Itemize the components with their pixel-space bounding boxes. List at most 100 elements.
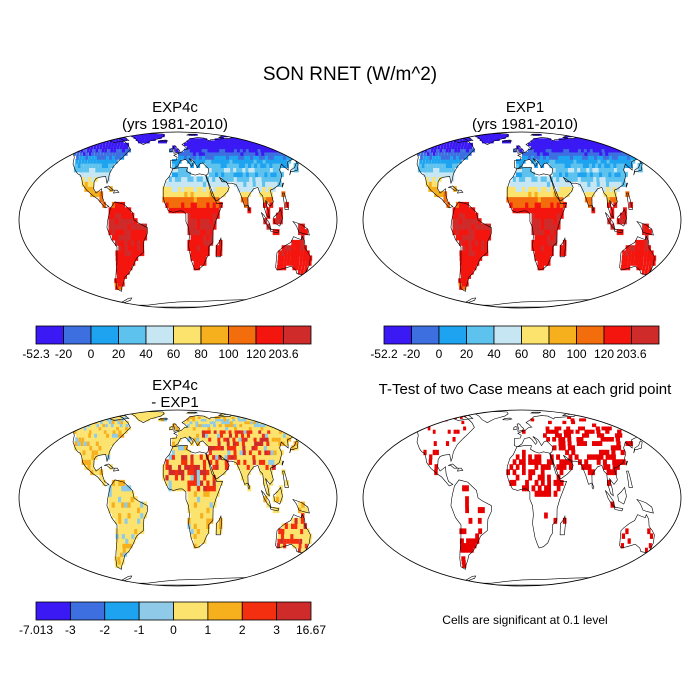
grid-cell: [206, 512, 211, 519]
grid-cell: [430, 140, 434, 144]
grid-cell: [213, 148, 218, 153]
grid-cell: [184, 479, 189, 486]
grid-cell: [643, 260, 647, 266]
grid-cell: [254, 445, 259, 451]
grid-cell: [210, 429, 215, 434]
grid-cell: [100, 142, 103, 147]
grid-cell: [181, 171, 185, 178]
grid-cell: [544, 234, 548, 241]
grid-cell: [253, 155, 258, 160]
grid-cell: [108, 507, 113, 514]
grid-cell: [424, 136, 427, 139]
grid-cell: [286, 140, 292, 144]
grid-cell: [289, 414, 295, 417]
grid-cell: [449, 142, 453, 147]
grid-cell: [262, 423, 267, 428]
grid-cell: [303, 140, 309, 144]
grid-cell: [292, 418, 297, 422]
grid-cell: [181, 445, 185, 451]
grid-cell: [552, 159, 557, 164]
grid-cell: [253, 412, 259, 414]
grid-cell: [97, 142, 100, 147]
grid-cell: [209, 239, 214, 246]
grid-cell: [588, 159, 593, 164]
grid-cell: [302, 416, 308, 419]
grid-cell: [586, 148, 591, 153]
grid-cell: [212, 479, 217, 486]
grid-cell: [527, 148, 532, 153]
grid-cell: [606, 145, 611, 150]
grid-cell: [614, 433, 620, 438]
grid-cell: [124, 234, 129, 241]
coastline-cuba: [104, 185, 115, 191]
grid-cell: [242, 426, 247, 431]
grid-cell: [533, 145, 538, 150]
grid-cell: [531, 229, 536, 236]
grid-cell: [101, 445, 105, 451]
grid-cell: [509, 186, 514, 192]
grid-cell: [565, 176, 570, 182]
grid-cell: [592, 145, 597, 150]
grid-cell: [459, 250, 464, 257]
grid-cell: [454, 145, 458, 150]
grid-cell: [540, 229, 545, 236]
grid-cell: [153, 135, 157, 138]
grid-cell: [636, 260, 640, 266]
grid-cell: [201, 148, 206, 153]
grid-cell: [410, 140, 413, 144]
grid-cell: [250, 145, 256, 150]
grid-cell: [174, 201, 179, 208]
grid-cell: [559, 245, 564, 251]
grid-cell: [289, 140, 295, 144]
grid-cell: [522, 176, 526, 182]
grid-cell: [181, 429, 185, 434]
grid-cell: [576, 140, 581, 144]
grid-cell: [74, 441, 78, 446]
grid-cell: [268, 138, 273, 141]
grid-cell: [293, 416, 299, 419]
grid-cell: [217, 155, 221, 160]
grid-cell: [239, 148, 244, 153]
grid-cell: [533, 151, 538, 156]
colorbar-label: 40: [139, 347, 153, 361]
grid-cell: [428, 138, 432, 141]
grid-cell: [606, 469, 611, 476]
grid-cell: [420, 155, 423, 160]
grid-cell: [262, 196, 267, 203]
grid-cell: [315, 418, 320, 422]
grid-cell: [196, 229, 201, 236]
grid-cell: [593, 135, 598, 138]
grid-cell: [216, 151, 221, 156]
colorbar-box: [104, 601, 140, 621]
grid-cell: [550, 142, 555, 147]
grid-cell: [233, 449, 238, 456]
grid-cell: [190, 496, 195, 503]
grid-cell: [181, 459, 185, 465]
grid-cell: [206, 507, 211, 514]
grid-cell: [115, 250, 120, 257]
grid-cell: [87, 138, 91, 141]
grid-cell: [189, 145, 194, 150]
grid-cell: [189, 429, 194, 434]
grid-cell: [239, 423, 244, 428]
grid-cell: [217, 437, 222, 442]
grid-cell: [599, 176, 604, 182]
grid-cell: [539, 145, 544, 150]
grid-cell: [118, 490, 122, 497]
grid-cell: [201, 420, 205, 425]
grid-cell: [293, 163, 298, 168]
grid-cell: [262, 474, 267, 481]
grid-cell: [251, 167, 256, 173]
grid-cell: [570, 159, 575, 164]
grid-cell: [121, 234, 126, 241]
grid-cell: [643, 142, 648, 147]
grid-cell: [143, 507, 148, 514]
grid-cell: [294, 445, 299, 451]
grid-cell: [468, 517, 473, 524]
grid-cell: [556, 176, 560, 182]
grid-cell: [542, 151, 547, 156]
grid-cell: [239, 171, 244, 178]
grid-cell: [253, 420, 258, 425]
grid-cell: [263, 148, 268, 153]
grid-cell: [178, 474, 182, 481]
